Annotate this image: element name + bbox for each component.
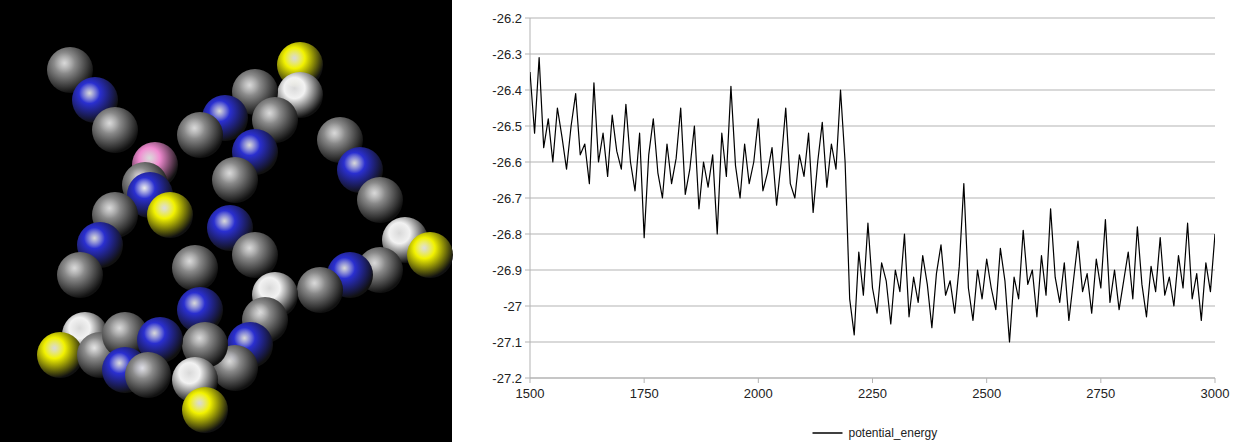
series-line (530, 58, 1215, 342)
x-tick-label: 2250 (858, 386, 887, 401)
y-tick-label: -26.9 (492, 263, 522, 278)
grid-line (525, 270, 1215, 271)
grid-line (525, 126, 1215, 127)
x-tick (758, 378, 759, 383)
y-tick-label: -26.4 (492, 83, 522, 98)
atom (92, 107, 138, 153)
x-tick (872, 378, 873, 383)
atom (147, 192, 193, 238)
figure: -26.2 -26.3 -26.4 -26.5 -26.6 -26.7 -26.8 -26.9… (0, 0, 1235, 448)
atom (297, 267, 343, 313)
atom (57, 252, 103, 298)
atom (212, 157, 258, 203)
grid-line (525, 342, 1215, 343)
grid-line (525, 18, 1215, 19)
x-tick-label: 1750 (630, 386, 659, 401)
y-tick-label: -26.3 (492, 47, 522, 62)
y-tick-label: -26.5 (492, 119, 522, 134)
legend-label: potential_energy (849, 426, 938, 440)
x-tick (1100, 378, 1101, 383)
y-tick-label: -27 (503, 299, 522, 314)
x-tick-label: 2000 (744, 386, 773, 401)
x-tick (986, 378, 987, 383)
x-tick (644, 378, 645, 383)
x-tick (1215, 378, 1216, 383)
y-tick-label: -26.2 (492, 11, 522, 26)
y-tick-label: -26.7 (492, 191, 522, 206)
x-tick-label: 3000 (1201, 386, 1230, 401)
legend: potential_energy (813, 426, 938, 440)
grid-line (525, 378, 1215, 379)
grid-line (525, 306, 1215, 307)
plot-area (530, 58, 1215, 342)
atom (182, 387, 228, 433)
atom (125, 352, 171, 398)
y-tick-label: -26.8 (492, 227, 522, 242)
grid-line (525, 90, 1215, 91)
x-tick (530, 378, 531, 383)
legend-swatch (813, 432, 843, 434)
axes: -26.2 -26.3 -26.4 -26.5 -26.6 -26.7 -26.8 -26.9… (492, 11, 1229, 402)
atom (172, 245, 218, 291)
grid-line (525, 162, 1215, 163)
molecule-panel (0, 0, 452, 442)
x-tick-label: 2500 (972, 386, 1001, 401)
grid-line (525, 54, 1215, 55)
atom (407, 232, 453, 278)
x-tick-label: 1500 (516, 386, 545, 401)
atom (232, 232, 278, 278)
y-tick-label: -26.6 (492, 155, 522, 170)
grid-line (525, 198, 1215, 199)
grid-line (525, 234, 1215, 235)
x-tick-label: 2750 (1086, 386, 1115, 401)
atom (357, 177, 403, 223)
atom (177, 112, 223, 158)
y-tick-label: -27.2 (492, 371, 522, 386)
atom (37, 332, 83, 378)
y-tick-label: -27.1 (492, 335, 522, 350)
